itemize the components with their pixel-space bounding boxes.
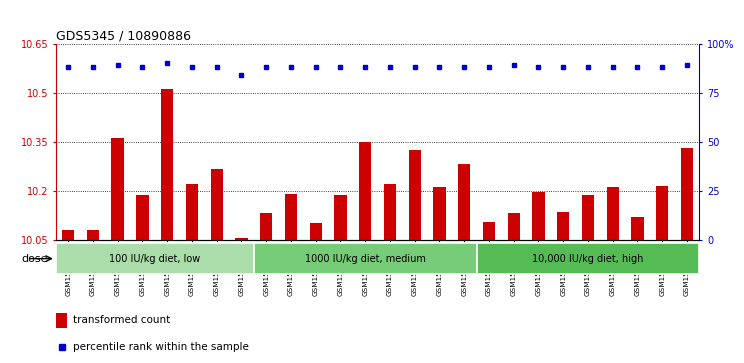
Bar	[260, 213, 272, 240]
Bar	[532, 192, 545, 240]
Bar	[87, 230, 99, 240]
Bar	[606, 187, 619, 240]
Bar	[235, 238, 248, 240]
Bar	[557, 212, 569, 240]
Bar	[483, 221, 496, 240]
Bar	[310, 223, 322, 240]
Bar	[186, 184, 198, 240]
FancyBboxPatch shape	[254, 243, 477, 274]
Text: 1000 IU/kg diet, medium: 1000 IU/kg diet, medium	[305, 254, 426, 264]
Bar	[62, 230, 74, 240]
Bar	[161, 89, 173, 240]
Bar	[656, 186, 668, 240]
Bar	[56, 313, 67, 328]
Text: dose: dose	[22, 254, 48, 264]
FancyBboxPatch shape	[56, 243, 254, 274]
Bar	[681, 148, 693, 240]
FancyBboxPatch shape	[477, 243, 699, 274]
Text: 100 IU/kg diet, low: 100 IU/kg diet, low	[109, 254, 200, 264]
Bar	[112, 138, 124, 240]
Bar	[433, 187, 446, 240]
Text: percentile rank within the sample: percentile rank within the sample	[74, 342, 249, 352]
Bar	[632, 217, 644, 240]
Text: 10,000 IU/kg diet, high: 10,000 IU/kg diet, high	[532, 254, 644, 264]
Text: transformed count: transformed count	[74, 315, 170, 325]
Bar	[507, 213, 520, 240]
Text: GDS5345 / 10890886: GDS5345 / 10890886	[56, 29, 190, 42]
Bar	[211, 169, 223, 240]
Bar	[408, 150, 421, 240]
Bar	[285, 194, 297, 240]
Bar	[334, 195, 347, 240]
Bar	[582, 195, 594, 240]
Bar	[359, 142, 371, 240]
Bar	[136, 195, 149, 240]
Bar	[458, 164, 470, 240]
Bar	[384, 184, 396, 240]
